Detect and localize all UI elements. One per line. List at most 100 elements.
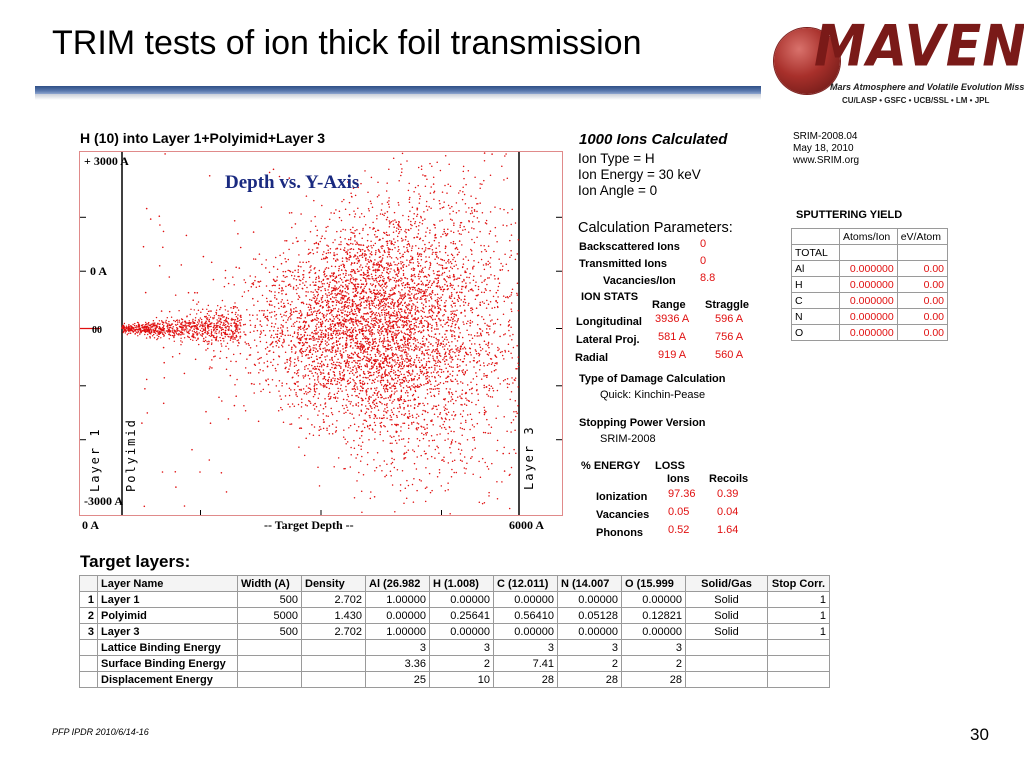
scatter-point (354, 278, 356, 280)
scatter-point (376, 281, 378, 283)
scatter-point (347, 286, 349, 289)
scatter-point (354, 287, 357, 289)
scatter-point (333, 318, 335, 320)
scatter-point (301, 344, 304, 347)
scatter-point (373, 317, 375, 320)
scatter-point (357, 425, 360, 428)
scatter-point (415, 298, 418, 300)
scatter-point (438, 274, 441, 277)
scatter-point (443, 420, 446, 423)
scatter-point (365, 280, 367, 282)
scatter-point (305, 349, 308, 351)
scatter-point (339, 387, 342, 390)
scatter-point (420, 309, 422, 312)
scatter-point (499, 208, 501, 210)
scatter-point (408, 349, 410, 351)
scatter-point (380, 421, 383, 424)
scatter-point (432, 357, 434, 360)
scatter-point (490, 363, 493, 366)
scatter-point (449, 260, 452, 263)
scatter-point (402, 386, 405, 389)
scatter-point (461, 360, 464, 363)
scatter-point (388, 314, 390, 316)
scatter-point (347, 285, 349, 287)
scatter-point (436, 293, 439, 295)
scatter-point (418, 278, 420, 280)
scatter-point (387, 343, 389, 345)
scatter-point (375, 371, 378, 373)
scatter-point (440, 235, 442, 238)
scatter-point (488, 346, 490, 349)
scatter-point (368, 300, 370, 302)
scatter-point (272, 346, 274, 348)
scatter-point (381, 213, 384, 216)
scatter-point (361, 389, 364, 392)
scatter-point (283, 302, 285, 305)
scatter-point (369, 327, 371, 329)
scatter-point (349, 335, 351, 337)
scatter-point (398, 399, 400, 402)
scatter-point (419, 264, 422, 267)
scatter-point (408, 182, 410, 185)
scatter-point (290, 211, 293, 214)
scatter-point (265, 259, 267, 261)
scatter-point (473, 259, 475, 262)
scatter-point (367, 343, 370, 345)
scatter-point (378, 340, 381, 343)
scatter-point (345, 349, 347, 352)
scatter-point (344, 301, 346, 303)
scatter-point (501, 350, 503, 353)
scatter-point (357, 283, 360, 285)
scatter-point (400, 365, 403, 367)
scatter-point (330, 325, 332, 328)
scatter-point (444, 155, 447, 157)
scatter-point (388, 372, 390, 374)
scatter-point (381, 323, 384, 325)
scatter-point (290, 423, 293, 425)
scatter-point (285, 310, 288, 313)
scatter-point (411, 206, 414, 209)
scatter-point (318, 485, 321, 487)
scatter-point (439, 202, 441, 205)
scatter-point (351, 413, 353, 415)
scatter-point (423, 210, 425, 213)
scatter-point (489, 325, 491, 328)
scatter-point (401, 299, 404, 301)
scatter-point (383, 338, 385, 341)
scatter-point (388, 293, 390, 296)
scatter-point (337, 457, 340, 459)
scatter-point (270, 342, 273, 345)
scatter-point (465, 421, 467, 423)
scatter-point (347, 409, 349, 411)
scatter-point (359, 385, 362, 387)
scatter-point (371, 382, 373, 384)
scatter-point (494, 322, 497, 325)
scatter-point (331, 286, 333, 289)
scatter-point (391, 346, 393, 349)
scatter-point (274, 280, 276, 282)
scatter-point (349, 248, 351, 250)
scatter-point (443, 348, 446, 351)
scatter-point (297, 369, 300, 371)
scatter-point (347, 366, 349, 368)
scatter-point (273, 310, 276, 313)
scatter-point (367, 266, 369, 269)
scatter-point (311, 372, 313, 374)
scatter-point (456, 363, 459, 366)
scatter-point (471, 227, 473, 229)
scatter-point (347, 307, 350, 310)
scatter-point (317, 288, 320, 291)
scatter-point (383, 250, 386, 253)
scatter-point (300, 388, 302, 391)
scatter-point (326, 303, 328, 306)
scatter-point (370, 330, 372, 332)
scatter-point (244, 333, 246, 336)
scatter-point (511, 208, 513, 211)
scatter-point (361, 511, 363, 514)
scatter-point (462, 170, 465, 173)
scatter-point (400, 279, 402, 282)
scatter-point (443, 278, 445, 280)
scatter-point (385, 304, 387, 306)
scatter-point (414, 313, 417, 315)
scatter-point (335, 339, 338, 342)
